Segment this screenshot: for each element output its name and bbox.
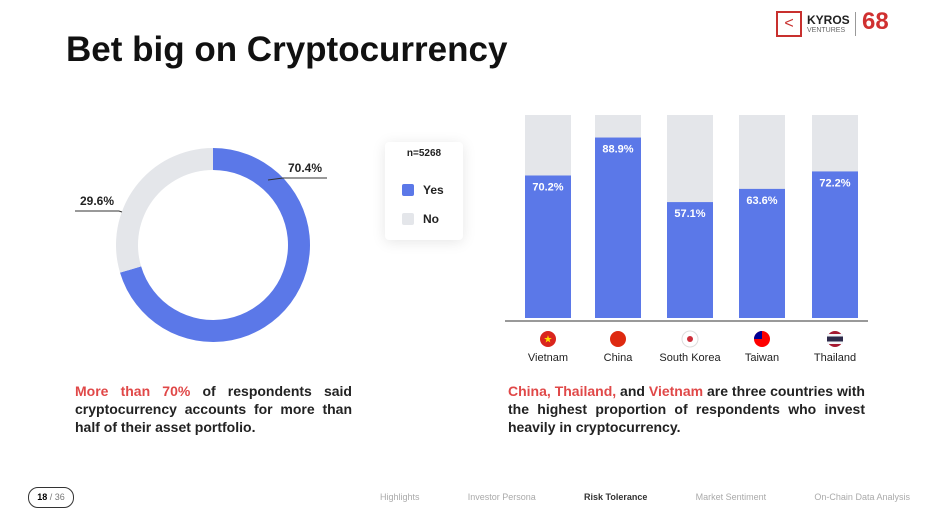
data-label: 57.1% xyxy=(674,208,705,220)
page-number: 18 xyxy=(37,492,48,502)
nav-item[interactable]: Highlights xyxy=(380,492,420,502)
logo-mark: 68 xyxy=(862,8,889,35)
x-tick-label: Vietnam xyxy=(528,352,568,364)
nav-item[interactable]: Investor Persona xyxy=(467,492,536,502)
donut-segment xyxy=(115,148,213,273)
caption-text: of respondents said cryptocurrency accou… xyxy=(75,383,352,435)
slide-title: Bet big on Cryptocurrency xyxy=(66,30,508,69)
x-tick-label: China xyxy=(604,352,634,364)
bar xyxy=(595,137,641,318)
logo-divider xyxy=(855,12,856,36)
data-label: 70.4% xyxy=(288,161,322,175)
bar xyxy=(739,188,785,318)
logo-icon: < xyxy=(776,11,802,37)
data-label: 72.2% xyxy=(819,177,850,189)
caption-text: are three countries with the highest pro… xyxy=(508,383,865,435)
bar xyxy=(525,175,571,318)
nav-item[interactable]: Market Sentiment xyxy=(695,492,767,502)
data-label: 63.6% xyxy=(746,195,777,207)
flag xyxy=(681,330,699,348)
legend-swatch xyxy=(402,213,414,225)
data-label: 88.9% xyxy=(602,143,633,155)
caption-left: More than 70% of respondents said crypto… xyxy=(75,382,352,436)
flag-stripe xyxy=(827,336,843,342)
leader-line xyxy=(267,177,327,181)
nav-item[interactable]: Risk Tolerance xyxy=(584,492,648,502)
data-label: 29.6% xyxy=(80,194,114,208)
data-label: 70.2% xyxy=(532,181,563,193)
legend-label: No xyxy=(423,212,439,226)
x-tick-label: Thailand xyxy=(814,352,856,364)
caption-highlight: China, Thailand, xyxy=(508,383,617,399)
logo-sub: VENTURES xyxy=(807,27,846,34)
caption-text: and xyxy=(616,383,649,399)
flag xyxy=(827,331,843,347)
flag xyxy=(610,331,626,347)
flag xyxy=(754,331,770,347)
flag-emblem xyxy=(687,336,693,342)
x-tick-label: South Korea xyxy=(659,352,721,364)
x-tick-label: Taiwan xyxy=(745,352,779,364)
flag-canton xyxy=(754,331,762,339)
leader-line xyxy=(75,210,123,213)
flag: ★ xyxy=(540,331,556,347)
page-total: / 36 xyxy=(49,492,65,502)
caption-highlight: Vietnam xyxy=(648,383,704,399)
nav: Highlights Investor Persona Risk Tolerance… xyxy=(380,492,910,502)
page-indicator: 18 / 36 xyxy=(28,487,74,508)
legend-label: Yes xyxy=(423,183,444,197)
flag-star: ★ xyxy=(544,335,553,346)
legend: n=5268 Yes No xyxy=(385,142,463,240)
sample-size: n=5268 xyxy=(406,148,442,159)
flag-bg xyxy=(540,331,556,347)
bar xyxy=(667,202,713,318)
nav-item[interactable]: On-Chain Data Analysis xyxy=(814,492,910,502)
flag-bg xyxy=(610,331,626,347)
logo-name: KYROS xyxy=(807,13,850,27)
caption-highlight: More than 70% xyxy=(75,383,191,399)
bar xyxy=(812,171,858,318)
caption-right: China, Thailand, and Vietnam are three c… xyxy=(508,382,865,436)
legend-swatch xyxy=(402,184,414,196)
